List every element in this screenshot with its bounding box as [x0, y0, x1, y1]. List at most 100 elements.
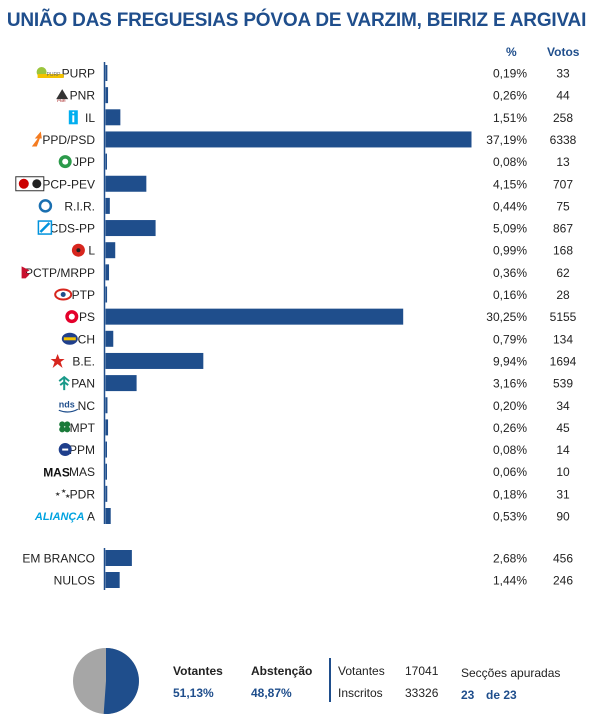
- pct-label-em-branco: 2,68%: [493, 552, 527, 566]
- livre-logo-icon: [71, 243, 85, 257]
- cds-pp-logo-icon: [37, 220, 53, 235]
- votes-label-em-branco: 456: [553, 552, 573, 566]
- bar-a: [105, 508, 111, 524]
- bar-ch: [105, 330, 114, 347]
- category-label-pan: PAN: [71, 377, 95, 391]
- category-label-pctp-mrpp: PCTP/MRPP: [25, 266, 95, 280]
- voters-count-label: Votantes: [338, 664, 385, 678]
- svg-text:PURP: PURP: [47, 72, 62, 78]
- rir-logo-icon: [38, 199, 53, 213]
- pct-label-ppd-psd: 37,19%: [486, 133, 527, 147]
- turnout-pie-chart: [73, 648, 139, 714]
- votes-label-ppd-psd: 6338: [550, 133, 577, 147]
- pct-label-mas: 0,06%: [493, 465, 527, 479]
- category-label-ptp: PTP: [72, 288, 95, 302]
- votes-label-ptp: 28: [556, 288, 570, 302]
- pct-label-nulos: 1,44%: [493, 574, 527, 588]
- bar-ppd-psd: [105, 131, 472, 148]
- pnr-logo-icon: PNR: [56, 89, 69, 103]
- ptp-logo-icon: [54, 288, 73, 301]
- votes-label-mas: 10: [556, 465, 570, 479]
- pct-label-ch: 0,79%: [493, 332, 527, 346]
- bar-mpt: [105, 419, 109, 436]
- votes-label-pctp-mrpp: 62: [556, 266, 570, 280]
- votes-label-b-e: 1694: [550, 354, 577, 368]
- pct-label-ppm: 0,08%: [493, 443, 527, 457]
- bar-il: [105, 109, 121, 126]
- votes-label-r-i-r: 75: [556, 199, 570, 213]
- bar-purp: [105, 65, 108, 81]
- category-label-mpt: MPT: [70, 421, 96, 435]
- registered-label: Inscritos: [338, 686, 383, 700]
- pct-label-ps: 30,25%: [486, 310, 527, 324]
- jpp-logo-icon: [58, 155, 72, 169]
- category-label-purp: PURP: [62, 67, 95, 81]
- votes-label-jpp: 13: [556, 155, 570, 169]
- bar-ps: [105, 308, 404, 325]
- svg-text:ALIANÇA: ALIANÇA: [34, 511, 85, 523]
- pct-label-cds-pp: 5,09%: [493, 222, 527, 236]
- mas-logo-icon: MAS: [43, 466, 70, 480]
- bar-b-e: [105, 352, 204, 369]
- bar-l: [105, 242, 116, 259]
- pct-label-il: 1,51%: [493, 111, 527, 125]
- alianca-logo-icon: ALIANÇA: [34, 511, 85, 523]
- category-label-l: L: [88, 244, 95, 258]
- category-label-ppd-psd: PPD/PSD: [42, 133, 95, 147]
- votes-label-l: 168: [553, 244, 573, 258]
- category-label-jpp: JPP: [73, 155, 95, 169]
- abstention-label: Abstenção: [251, 664, 313, 678]
- pct-label-a: 0,53%: [493, 510, 527, 524]
- bar-ptp: [105, 286, 108, 303]
- pdr-logo-icon: [55, 488, 71, 498]
- bar-pdr: [105, 485, 108, 502]
- category-label-ppm: PPM: [69, 443, 95, 457]
- results-bar-chart: PURP 0,19% 33 PNR 0,26% 44 IL 1,51% 258 PPD/PSD 37…: [15, 62, 577, 590]
- votes-label-purp: 33: [556, 67, 570, 81]
- bar-jpp: [105, 153, 107, 170]
- page-title: UNIÃO DAS FREGUESIAS PÓVOA DE VARZIM, BE…: [6, 10, 587, 31]
- pct-label-purp: 0,19%: [493, 67, 527, 81]
- category-label-pcp-pev: PCP-PEV: [42, 177, 95, 191]
- psd-logo-icon: [31, 131, 42, 147]
- pct-label-b-e: 9,94%: [493, 354, 527, 368]
- registered-count: 33326: [405, 686, 439, 700]
- votes-label-pdr: 31: [556, 487, 570, 501]
- votes-label-il: 258: [553, 111, 573, 125]
- pct-label-ptp: 0,16%: [493, 288, 527, 302]
- voters-label: Votantes: [173, 664, 223, 678]
- voters-count: 17041: [405, 664, 439, 678]
- bar-nulos: [105, 572, 120, 588]
- pcp-pev-logo-icon: [15, 176, 45, 192]
- votes-label-cds-pp: 867: [553, 222, 573, 236]
- voters-slice: [103, 648, 139, 714]
- votes-label-a: 90: [556, 510, 570, 524]
- pct-label-mpt: 0,26%: [493, 421, 527, 435]
- votes-label-pcp-pev: 707: [553, 177, 573, 191]
- pct-label-pan: 3,16%: [493, 377, 527, 391]
- pan-logo-icon: [58, 375, 70, 391]
- bar-nc: [105, 397, 108, 414]
- bar-ppm: [105, 441, 107, 458]
- category-label-a: A: [87, 510, 95, 524]
- bar-mas: [105, 463, 107, 480]
- nc-logo-icon: nds: [58, 399, 79, 413]
- bar-pan: [105, 375, 137, 392]
- voters-percentage: 51,13%: [173, 686, 214, 700]
- bar-cds-pp: [105, 220, 156, 237]
- sections-label: Secções apuradas: [461, 666, 561, 680]
- bar-r-i-r: [105, 197, 110, 214]
- pct-label-r-i-r: 0,44%: [493, 199, 527, 213]
- category-label-r-i-r: R.I.R.: [64, 199, 95, 213]
- purp-logo-icon: PURP: [36, 67, 64, 78]
- bar-pctp-mrpp: [105, 264, 110, 281]
- pct-label-pnr: 0,26%: [493, 89, 527, 103]
- bar-pcp-pev: [105, 175, 147, 192]
- turnout-footer: [0, 630, 593, 716]
- category-label-nulos: NULOS: [54, 574, 95, 588]
- category-label-pdr: PDR: [70, 487, 96, 501]
- category-label-em-branco: EM BRANCO: [22, 552, 95, 566]
- chega-logo-icon: [61, 332, 78, 345]
- category-label-pnr: PNR: [70, 89, 96, 103]
- votes-label-pnr: 44: [556, 89, 570, 103]
